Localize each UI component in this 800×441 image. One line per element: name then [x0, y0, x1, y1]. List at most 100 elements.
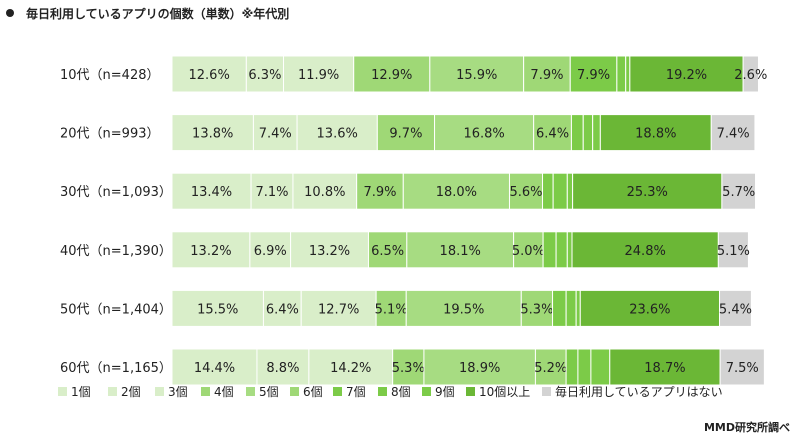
- bar-segment: [616, 55, 627, 93]
- bar-segment: [566, 231, 573, 269]
- data-label: 7.4%: [717, 127, 750, 142]
- data-label: 19.2%: [666, 68, 707, 83]
- bar-segment: [300, 289, 377, 327]
- bar-segment: [582, 114, 594, 152]
- bar-segment: [171, 172, 252, 210]
- data-label: 7.1%: [255, 185, 288, 200]
- bar-segment: [256, 348, 310, 386]
- data-label: 5.2%: [534, 361, 567, 376]
- bar-segment: [577, 348, 592, 386]
- bar-segment: [565, 289, 577, 327]
- bar-segment: [513, 231, 544, 269]
- data-label: 6.5%: [371, 244, 404, 259]
- data-label: 14.2%: [330, 361, 371, 376]
- data-label: 23.6%: [629, 302, 670, 317]
- bar-segment: [710, 114, 756, 152]
- data-label: 7.4%: [259, 127, 292, 142]
- bar-segment: [171, 114, 254, 152]
- bar-segment: [262, 289, 302, 327]
- legend-swatch: [333, 387, 342, 396]
- bar-segment: [542, 231, 557, 269]
- data-label: 5.1%: [717, 244, 750, 259]
- legend-swatch: [246, 387, 255, 396]
- data-label: 7.9%: [577, 68, 610, 83]
- bar-segment: [353, 55, 431, 93]
- bar-segment: [625, 55, 631, 93]
- bar-segment: [721, 172, 757, 210]
- bar-segment: [520, 289, 554, 327]
- legend-swatch: [155, 387, 164, 396]
- bar-segment: [171, 55, 247, 93]
- source-credit: MMD研究所調べ: [703, 421, 790, 434]
- legend-label: 毎日利用しているアプリはない: [555, 384, 723, 399]
- category-label: 40代（n=1,390）: [60, 244, 172, 259]
- bar-segment: [590, 348, 611, 386]
- data-label: 18.1%: [440, 244, 481, 259]
- bar-segment: [579, 289, 721, 327]
- data-label: 18.8%: [635, 127, 676, 142]
- bar-segment: [308, 348, 394, 386]
- data-label: 5.4%: [719, 302, 752, 317]
- bar-segment: [296, 114, 378, 152]
- bar-segment: [552, 289, 567, 327]
- data-label: 13.6%: [317, 127, 358, 142]
- data-label: 6.4%: [536, 127, 569, 142]
- bar-segment: [572, 172, 723, 210]
- data-label: 7.5%: [726, 361, 759, 376]
- bar-segment: [552, 172, 568, 210]
- bar-segment: [719, 348, 765, 386]
- bar-segment: [575, 289, 581, 327]
- data-label: 18.9%: [459, 361, 500, 376]
- bar-segment: [249, 231, 292, 269]
- legend-label: 3個: [168, 385, 188, 399]
- data-label: 5.3%: [392, 361, 425, 376]
- bar-segment: [717, 231, 749, 269]
- data-label: 12.9%: [371, 68, 412, 83]
- data-label: 25.3%: [627, 185, 668, 200]
- bar-segment: [245, 55, 285, 93]
- bar-segment: [629, 55, 744, 93]
- legend-label: 9個: [435, 385, 455, 399]
- data-label: 13.2%: [190, 244, 231, 259]
- data-label: 7.9%: [363, 185, 396, 200]
- data-label: 5.3%: [520, 302, 553, 317]
- bar-segment: [566, 172, 574, 210]
- legend-label: 4個: [214, 385, 234, 399]
- bar-segment: [356, 172, 404, 210]
- bullet-icon: [6, 9, 14, 17]
- legend-label: 8個: [391, 385, 411, 399]
- legend-swatch: [108, 387, 117, 396]
- legend-label: 2個: [121, 385, 141, 399]
- legend-swatch: [542, 387, 551, 396]
- bar-segment: [609, 348, 721, 386]
- bar-segment: [523, 55, 571, 93]
- legend-label: 1個: [71, 385, 91, 399]
- data-label: 2.6%: [734, 68, 767, 83]
- data-label: 10.8%: [304, 185, 345, 200]
- category-label: 50代（n=1,404）: [60, 302, 172, 317]
- bar-segment: [171, 348, 258, 386]
- legend-label: 6個: [303, 385, 323, 399]
- data-label: 19.5%: [443, 302, 484, 317]
- bar-segment: [592, 114, 601, 152]
- data-label: 13.2%: [309, 244, 350, 259]
- bar-segment: [570, 114, 584, 152]
- bar-segment: [719, 289, 752, 327]
- data-label: 8.8%: [266, 361, 299, 376]
- data-label: 5.1%: [375, 302, 408, 317]
- bar-segment: [250, 172, 294, 210]
- data-label: 5.6%: [509, 185, 542, 200]
- category-label: 10代（n=428）: [60, 68, 160, 83]
- data-label: 12.7%: [318, 302, 359, 317]
- data-label: 18.7%: [644, 361, 685, 376]
- bar-segment: [392, 348, 425, 386]
- bar-segment: [555, 231, 568, 269]
- bar-segment: [742, 55, 759, 93]
- bar-segment: [283, 55, 355, 93]
- legend-label: 5個: [259, 385, 279, 399]
- bar-segment: [367, 231, 408, 269]
- data-label: 6.9%: [254, 244, 287, 259]
- data-label: 12.6%: [189, 68, 230, 83]
- data-label: 6.4%: [266, 302, 299, 317]
